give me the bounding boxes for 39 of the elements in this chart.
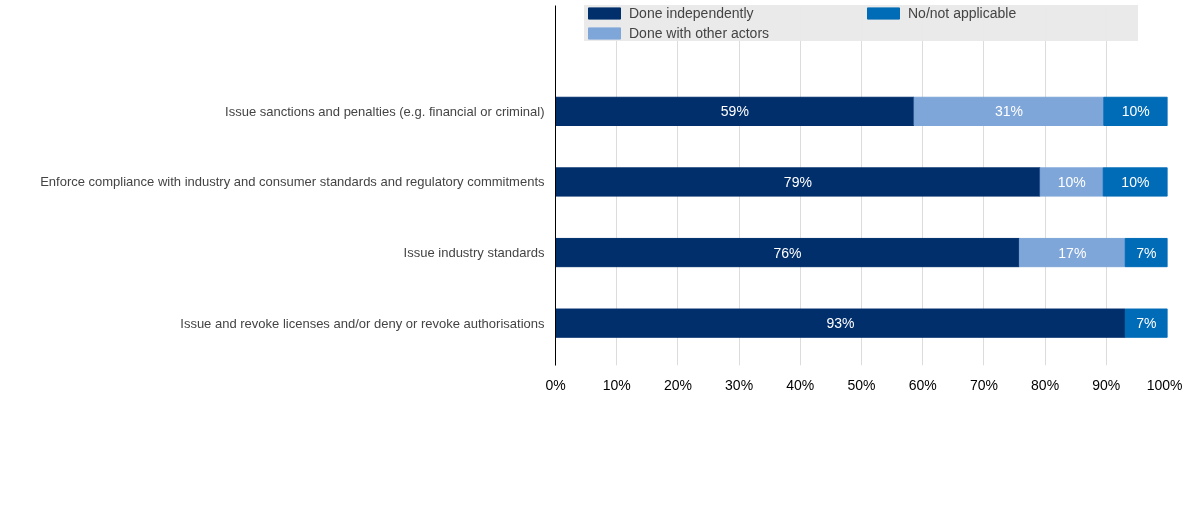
y-tick-label: Enforce compliance with industry and consumer standards and regulatory commitments: [40, 174, 545, 190]
y-tick-label: Issue sanctions and penalties (e.g. financial or criminal): [225, 103, 545, 119]
bar: [1103, 96, 1168, 126]
bar: [1039, 167, 1104, 197]
data-label: 10%: [1121, 103, 1150, 120]
x-tick-label: 0%: [545, 376, 566, 393]
data-label: 59%: [720, 103, 749, 120]
bar: [555, 96, 915, 126]
y-tick-label: Issue and revoke licenses and/or deny or revoke authorisations: [180, 315, 545, 331]
x-tick-label: 80%: [1031, 376, 1060, 393]
data-label: 79%: [783, 173, 812, 190]
data-label: 31%: [994, 103, 1024, 120]
y-tick-label: Issue industry standards: [403, 245, 545, 261]
bar: [555, 167, 1041, 197]
legend-label: Done independently: [629, 5, 755, 21]
x-tick-label: 50%: [847, 376, 876, 393]
x-tick-label: 60%: [908, 376, 937, 393]
data-label: 7%: [1136, 315, 1157, 332]
data-label: 93%: [826, 315, 855, 332]
x-tick-label: 70%: [969, 376, 998, 393]
bar: [1102, 167, 1168, 197]
x-tick-label: 100%: [1146, 376, 1183, 393]
legend-label: Done with other actors: [629, 25, 771, 41]
data-label: 10%: [1121, 173, 1150, 190]
data-label: 76%: [773, 244, 802, 261]
x-tick-label: 40%: [786, 376, 815, 393]
bar: [555, 237, 1020, 268]
bar: [1124, 308, 1168, 338]
x-tick-label: 10%: [602, 376, 631, 393]
bar: [913, 96, 1105, 126]
data-label: 17%: [1058, 244, 1087, 261]
bar: [1018, 237, 1126, 268]
data-label: 10%: [1057, 173, 1086, 190]
x-tick-label: 90%: [1092, 376, 1121, 393]
x-tick-label: 20%: [663, 376, 692, 393]
bar: [555, 308, 1126, 338]
x-tick-label: 30%: [725, 376, 754, 393]
legend-label: No/not applicable: [908, 5, 1018, 21]
data-label: 7%: [1136, 244, 1157, 261]
